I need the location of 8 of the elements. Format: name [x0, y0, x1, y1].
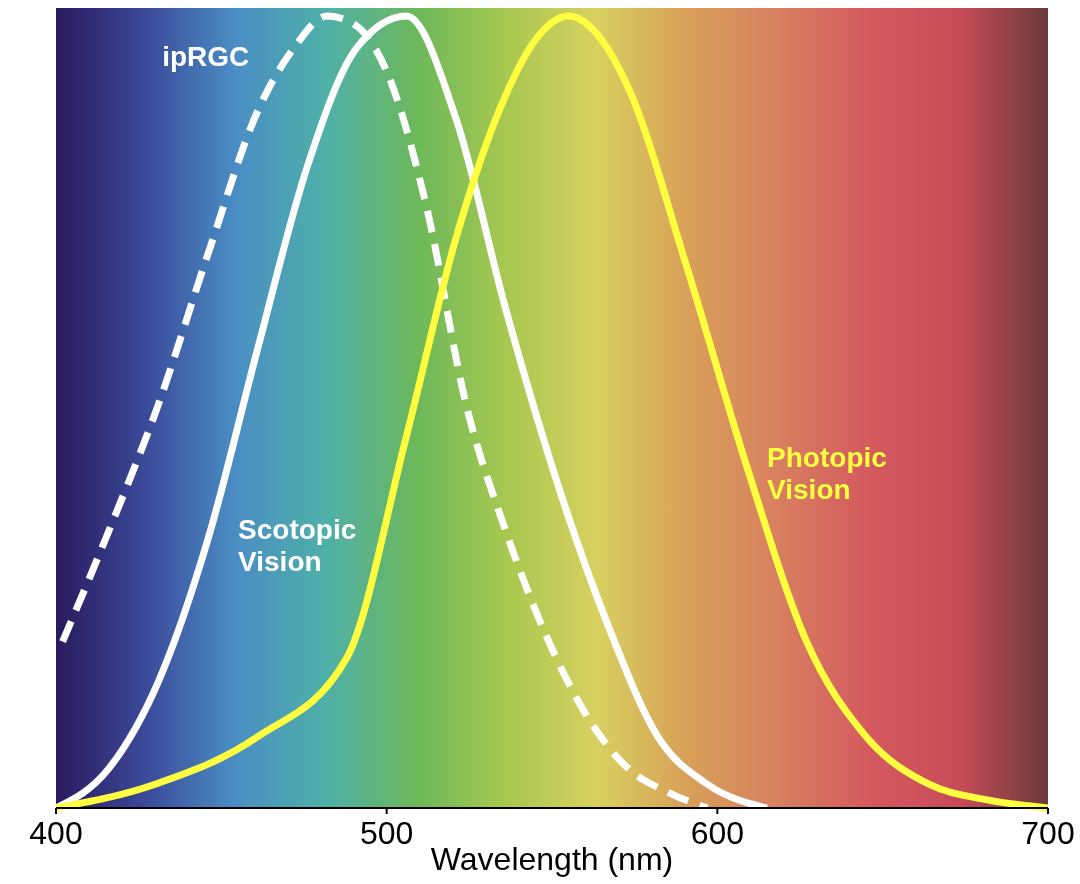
x-tick-label: 500 — [359, 815, 414, 851]
series-label: ipRGC — [162, 41, 250, 72]
series-label: Photopic Vision — [767, 442, 887, 506]
x-tick-label: 400 — [29, 815, 83, 851]
x-tick-label: 700 — [1021, 815, 1075, 851]
x-tick-label: 600 — [690, 815, 745, 851]
series-label: Scotopic Vision — [238, 513, 357, 577]
x-axis-title: Wavelength (nm) — [430, 841, 674, 877]
